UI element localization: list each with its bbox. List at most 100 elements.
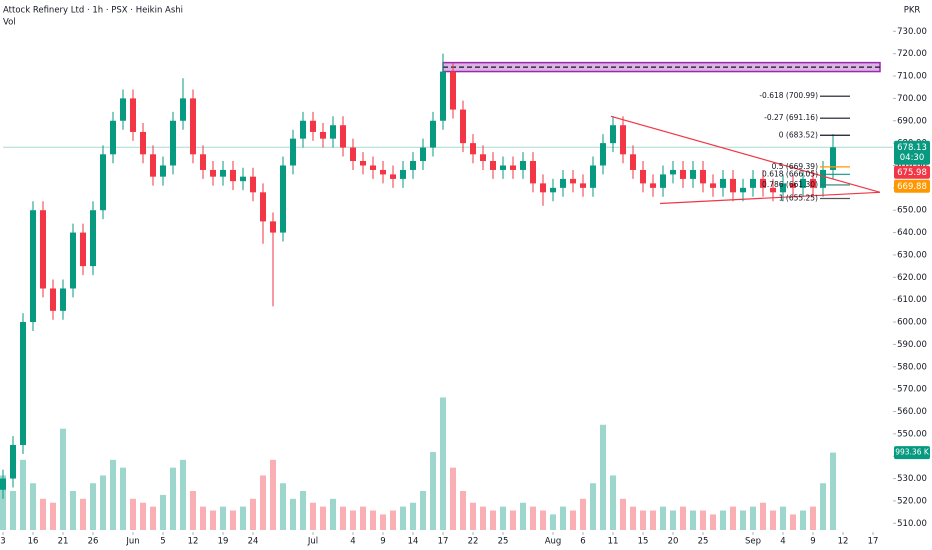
volume-bar bbox=[770, 510, 776, 530]
candle-body bbox=[250, 176, 256, 193]
x-tick-label: Jun bbox=[125, 537, 139, 547]
volume-bar bbox=[440, 397, 446, 530]
volume-badge bbox=[894, 446, 930, 460]
x-tick-label: 21 bbox=[58, 537, 69, 547]
volume-bar bbox=[170, 467, 176, 530]
volume-bar bbox=[300, 491, 306, 530]
y-tick-label: 630.00 bbox=[897, 250, 927, 260]
volume-bar bbox=[310, 502, 316, 530]
volume-bar bbox=[660, 506, 666, 530]
volume-bar bbox=[530, 506, 536, 530]
candle-body bbox=[160, 165, 166, 177]
candle-body bbox=[400, 169, 406, 179]
x-tick-label: 17 bbox=[438, 537, 449, 547]
candle-body bbox=[120, 98, 126, 121]
volume-bar bbox=[210, 510, 216, 530]
volume-bar bbox=[810, 506, 816, 530]
volume-bar bbox=[620, 498, 626, 530]
volume-bar bbox=[490, 510, 496, 530]
volume-bar bbox=[190, 491, 196, 530]
volume-bar bbox=[120, 467, 126, 530]
volume-bar bbox=[220, 506, 226, 530]
fib-label: -0.618 (700.99) bbox=[759, 91, 818, 100]
volume-bar bbox=[100, 475, 106, 530]
x-tick-label: Jul bbox=[307, 537, 318, 547]
x-tick-label: Sep bbox=[745, 537, 761, 547]
y-tick-label: 710.00 bbox=[897, 72, 927, 82]
candle-body bbox=[800, 178, 806, 188]
volume-bar bbox=[420, 491, 426, 530]
volume-bar bbox=[710, 514, 716, 530]
price-badge-label: 675.98 bbox=[897, 168, 927, 178]
price-badge bbox=[894, 140, 930, 165]
volume-bar bbox=[430, 452, 436, 530]
volume-bar bbox=[400, 506, 406, 530]
candle-body bbox=[40, 210, 46, 289]
volume-bar bbox=[460, 491, 466, 530]
candle-body bbox=[450, 71, 456, 110]
volume-bar bbox=[690, 510, 696, 530]
volume-bar bbox=[700, 510, 706, 530]
volume-bar bbox=[40, 498, 46, 530]
candle-body bbox=[720, 178, 726, 188]
candle-body bbox=[210, 169, 216, 177]
candle-body bbox=[430, 120, 436, 148]
x-tick-label: 9 bbox=[810, 537, 815, 547]
candle-body bbox=[520, 161, 526, 170]
fib-label: 0.786 (661.30) bbox=[762, 180, 818, 189]
candle-body bbox=[630, 154, 636, 170]
volume-bar bbox=[340, 506, 346, 530]
candle-body bbox=[820, 169, 826, 188]
volume-bar bbox=[260, 475, 266, 530]
candle-body bbox=[330, 125, 336, 139]
volume-bar bbox=[350, 510, 356, 530]
candle-body bbox=[790, 183, 796, 188]
volume-bar bbox=[730, 506, 736, 530]
x-tick-label: 20 bbox=[668, 537, 679, 547]
price-badge-label: 669.88 bbox=[897, 182, 927, 192]
candle-body bbox=[20, 322, 26, 446]
volume-bar bbox=[550, 514, 556, 530]
currency-label: PKR bbox=[904, 6, 921, 16]
volume-bar bbox=[570, 510, 576, 530]
price-badge bbox=[894, 179, 930, 193]
x-tick-label: 12 bbox=[838, 537, 849, 547]
candle-body bbox=[530, 161, 536, 184]
volume-bar bbox=[10, 491, 16, 530]
volume-bar bbox=[320, 506, 326, 530]
y-tick-label: 610.00 bbox=[897, 295, 927, 305]
x-tick-label: 6 bbox=[580, 537, 585, 547]
candle-body bbox=[70, 232, 76, 289]
volume-bar bbox=[740, 510, 746, 530]
candle-body bbox=[230, 169, 236, 182]
x-tick-label: 26 bbox=[88, 537, 99, 547]
y-tick-label: 560.00 bbox=[897, 407, 927, 417]
volume-bar bbox=[110, 459, 116, 530]
x-tick-label: 3 bbox=[0, 537, 5, 547]
candle-body bbox=[170, 120, 176, 166]
volume-bar bbox=[230, 510, 236, 530]
y-tick-label: 570.00 bbox=[897, 385, 927, 395]
candle-body bbox=[60, 288, 66, 311]
candle-body bbox=[140, 131, 146, 155]
candle-body bbox=[30, 210, 36, 323]
volume-bar bbox=[820, 483, 826, 530]
candle-body bbox=[340, 125, 346, 148]
candle-body bbox=[240, 176, 246, 182]
candle-body bbox=[730, 178, 736, 193]
candle-body bbox=[750, 178, 756, 188]
volume-bar bbox=[790, 514, 796, 530]
candle-body bbox=[130, 98, 136, 132]
candle-body bbox=[270, 221, 276, 233]
fib-label: -0.27 (691.16) bbox=[764, 113, 818, 122]
candle-body bbox=[500, 165, 506, 170]
volume-bar bbox=[750, 506, 756, 530]
volume-bar bbox=[590, 483, 596, 530]
volume-bar bbox=[540, 510, 546, 530]
candle-body bbox=[110, 120, 116, 155]
price-badge-label: 678.13 bbox=[897, 143, 927, 153]
trendline bbox=[659, 191, 881, 205]
volume-title: Vol bbox=[3, 18, 16, 28]
